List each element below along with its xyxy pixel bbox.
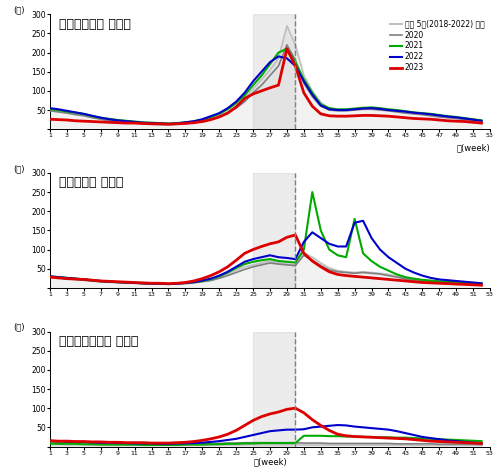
Bar [253,14,296,129]
Y-axis label: (명): (명) [14,5,25,14]
Bar [253,173,296,288]
Bar [253,332,296,446]
Legend: 과거 5년(2018-2022) 평균, 2020, 2021, 2022, 2023: 과거 5년(2018-2022) 평균, 2020, 2021, 2022, 2… [389,18,486,74]
Y-axis label: (명): (명) [14,323,25,332]
Text: 주(week): 주(week) [456,143,490,152]
Text: 살모넬라균 감염증: 살모넬라균 감염증 [59,176,123,190]
Text: 캠필로박터균 감염증: 캠필로박터균 감염증 [59,18,130,31]
Text: 장병원성대장균 감염증: 장병원성대장균 감염증 [59,335,138,348]
Y-axis label: (명): (명) [14,164,25,173]
X-axis label: 주(week): 주(week) [253,457,287,466]
